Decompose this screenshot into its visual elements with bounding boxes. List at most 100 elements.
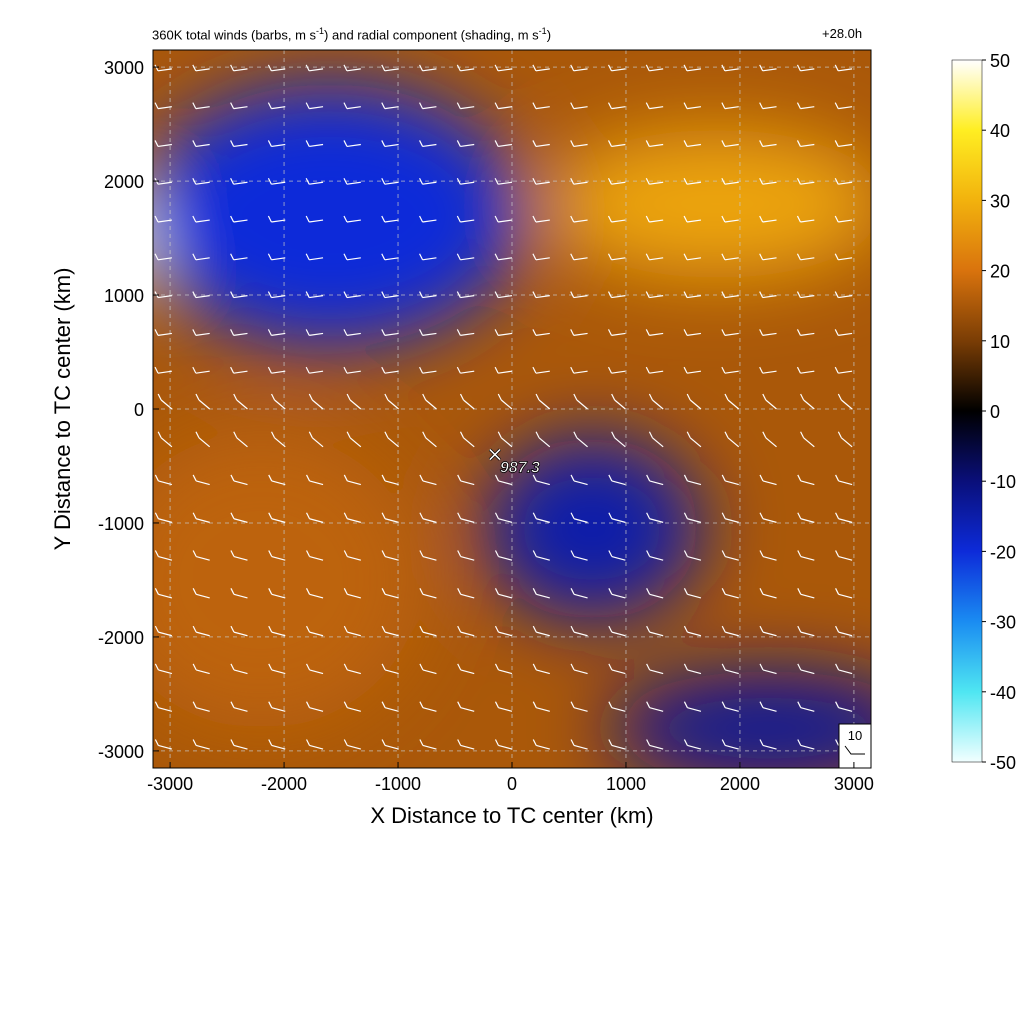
wind-barb (459, 431, 475, 448)
wind-barb (607, 64, 626, 72)
wind-barb (646, 739, 664, 750)
wind-barb (384, 431, 400, 448)
wind-barb (346, 393, 362, 410)
wind-barb (835, 701, 853, 712)
wind-barb (796, 177, 815, 185)
wind-barb (267, 291, 286, 299)
wind-barb (759, 64, 777, 72)
wind-barb (796, 291, 815, 299)
wind-barb (494, 663, 513, 675)
wind-barb (721, 253, 739, 261)
wind-barb (456, 64, 475, 72)
wind-barb (268, 474, 286, 486)
wind-barb (268, 739, 286, 750)
wind-barb (834, 177, 853, 185)
wind-barb (532, 474, 550, 486)
wind-barb (419, 253, 437, 261)
wind-barb (759, 366, 777, 374)
wind-barb (381, 102, 399, 110)
wind-barb (796, 64, 815, 72)
wind-barb (154, 64, 172, 72)
wind-barb (305, 64, 324, 72)
wind-barb (721, 588, 739, 599)
shading-feature-4 (546, 129, 871, 278)
wind-barb (645, 291, 664, 299)
wind-barb (268, 663, 286, 675)
wind-barb (305, 366, 324, 374)
wind-barb (683, 663, 702, 675)
wind-barb (268, 625, 286, 637)
wind-barb (835, 550, 853, 561)
wind-barb (192, 739, 210, 750)
wind-barb (608, 512, 626, 523)
wind-barb (343, 588, 361, 599)
wind-barb (837, 393, 853, 410)
wind-barb (419, 329, 437, 336)
colorbar-tick-label: -20 (990, 542, 1016, 562)
wind-barb (796, 253, 815, 261)
wind-barb (192, 625, 210, 637)
wind-barb (573, 393, 588, 410)
wind-barb (497, 393, 513, 410)
wind-barb (381, 550, 399, 561)
wind-barb (800, 431, 815, 448)
wind-barb (759, 140, 777, 148)
wind-barb (570, 64, 588, 72)
wind-barb (381, 588, 399, 599)
wind-barb (532, 291, 550, 299)
wind-barb (157, 393, 173, 410)
wind-barb (268, 550, 286, 561)
wind-barb (233, 393, 248, 410)
wind-barb (154, 102, 172, 110)
wind-barb (192, 329, 210, 336)
wind-barb (419, 291, 437, 299)
wind-barb (796, 329, 815, 336)
wind-barb (419, 550, 437, 561)
wind-barb (800, 393, 815, 410)
wind-barb (608, 625, 626, 637)
wind-barb (683, 177, 702, 185)
wind-barb (343, 253, 361, 261)
wind-barb (834, 140, 853, 148)
wind-barb (797, 701, 815, 712)
wind-barb (759, 102, 777, 110)
wind-barb (494, 177, 513, 185)
wind-barb (570, 474, 588, 486)
wind-barb (381, 739, 399, 750)
wind-barb (457, 663, 475, 675)
wind-barb (645, 253, 664, 261)
wind-barb (154, 550, 173, 561)
wind-barb (645, 366, 664, 374)
wind-barb (267, 329, 286, 336)
wind-barb (192, 550, 210, 561)
wind-barb (308, 431, 324, 448)
wind-barb (459, 393, 475, 410)
wind-barb (154, 215, 172, 223)
wind-barb (192, 64, 210, 72)
wind-barbs (154, 64, 853, 750)
wind-barb (192, 663, 210, 675)
wind-barb (494, 701, 513, 712)
wind-barb (570, 663, 588, 675)
wind-barb (494, 329, 513, 336)
wind-barb (607, 291, 626, 299)
wind-barb (230, 663, 248, 675)
wind-barb (343, 474, 361, 486)
wind-barb (759, 329, 777, 336)
wind-barb (646, 588, 664, 599)
wind-barb (457, 588, 475, 599)
y-tick-label: 3000 (104, 58, 144, 78)
wind-barb (305, 588, 324, 599)
wind-barb (308, 393, 324, 410)
wind-barb (419, 64, 437, 72)
wind-barb (608, 474, 626, 486)
wind-barb (532, 253, 550, 261)
wind-barb (305, 102, 324, 110)
wind-barb (570, 291, 588, 299)
wind-barb (724, 431, 740, 448)
wind-barb (645, 177, 664, 185)
wind-barb (721, 701, 739, 712)
wind-barb (494, 102, 513, 110)
x-tick-label: 1000 (606, 774, 646, 794)
y-tick-label: -2000 (98, 628, 144, 648)
